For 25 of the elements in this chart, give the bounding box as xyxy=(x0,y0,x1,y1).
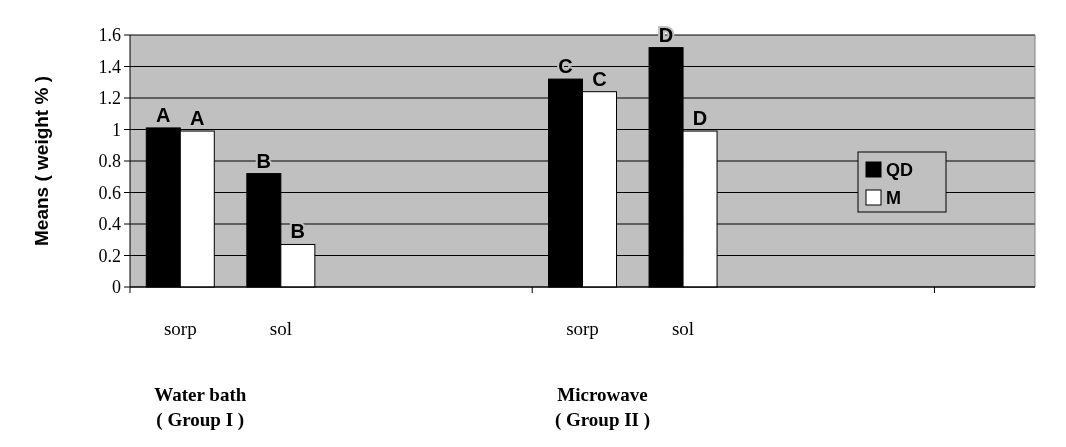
legend-label: M xyxy=(886,188,901,209)
y-tick-label: 1.6 xyxy=(98,25,121,46)
y-tick-label: 1.2 xyxy=(98,88,121,109)
data-label: D xyxy=(658,23,674,46)
data-label: B xyxy=(256,149,272,172)
legend-label: QD xyxy=(886,160,913,181)
text: Water bath ( Group I ) xyxy=(154,384,247,431)
y-tick-label: 0.8 xyxy=(98,151,121,172)
y-tick-label: 0 xyxy=(112,277,121,298)
data-label: C xyxy=(592,67,607,90)
y-axis-title: Means ( weight % ) xyxy=(31,76,52,246)
x-tick-label: sorp xyxy=(566,318,599,339)
data-label: B xyxy=(290,220,306,243)
data-label: A xyxy=(190,107,205,130)
y-tick-label: 1.4 xyxy=(98,56,121,77)
y-tick-label: 0.6 xyxy=(98,182,121,203)
y-tick-label: 0.4 xyxy=(98,214,121,235)
text: Microwave ( Group II ) xyxy=(554,384,651,431)
y-tick-label: 0.2 xyxy=(98,245,121,266)
y-tick-label: 1 xyxy=(112,119,121,140)
x-tick-label: sol xyxy=(671,318,695,339)
x-tick-label: sol xyxy=(269,318,292,339)
data-label: D xyxy=(692,107,708,130)
x-tick-label: sorp xyxy=(163,318,197,339)
data-label: A xyxy=(156,103,171,126)
